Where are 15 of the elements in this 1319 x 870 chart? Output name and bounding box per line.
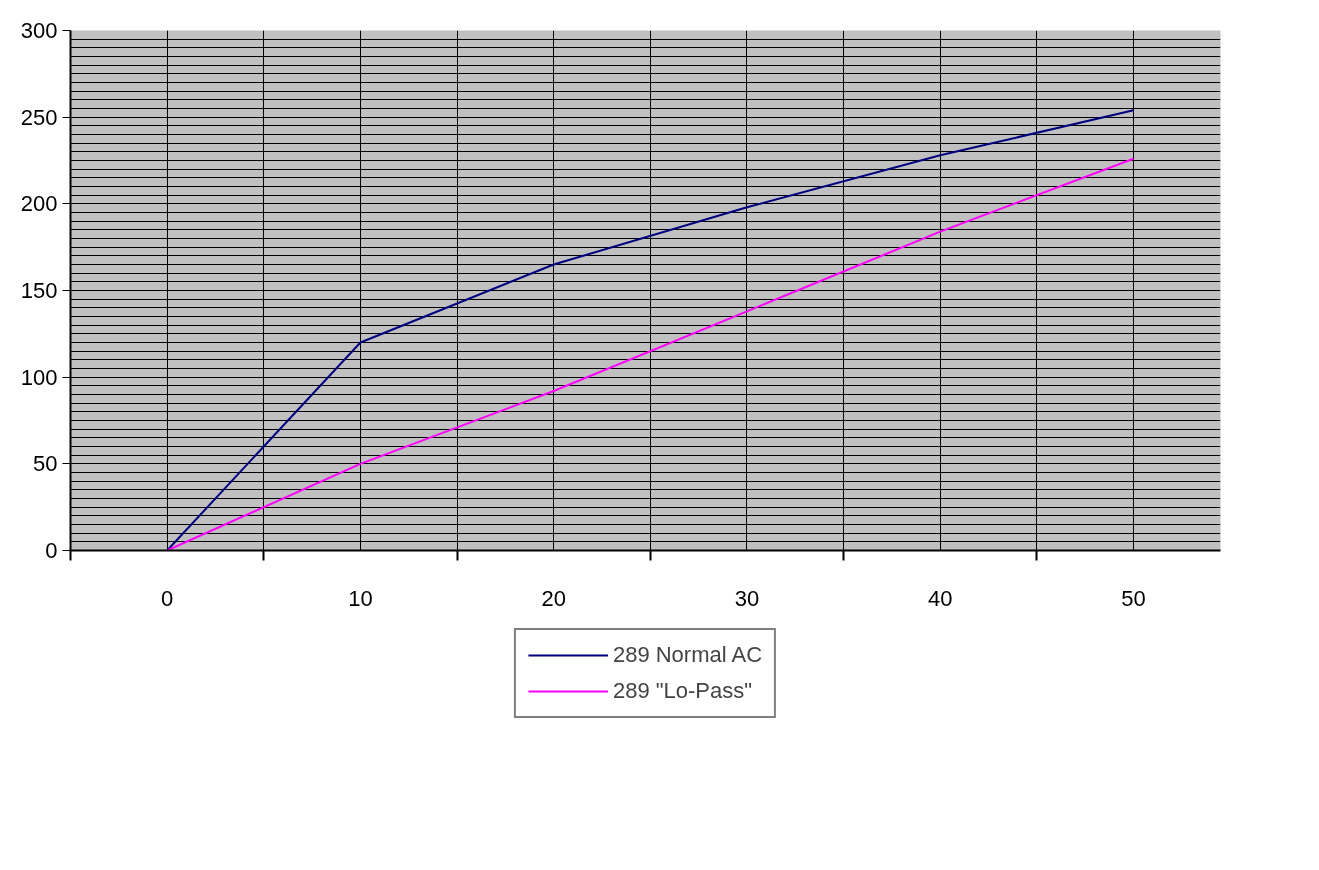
y-tick-label: 300: [20, 18, 58, 43]
x-tick-label: 40: [928, 585, 953, 611]
y-tick-label: 250: [20, 104, 58, 130]
x-tick-label: 0: [161, 585, 174, 611]
x-tick-label: 30: [734, 585, 760, 611]
y-tick-label: 50: [33, 451, 58, 477]
x-tick-label: 10: [348, 585, 373, 611]
y-tick-label: 0: [45, 538, 58, 563]
legend-label: 289 Normal AC: [612, 642, 763, 668]
x-tick-label: 20: [541, 585, 566, 611]
legend-label: 289 "Lo-Pass": [612, 678, 753, 704]
x-tick-label: 50: [1121, 585, 1146, 611]
y-tick-label: 150: [20, 278, 58, 303]
y-tick-label: 100: [20, 364, 58, 390]
y-tick-label: 200: [20, 191, 58, 217]
